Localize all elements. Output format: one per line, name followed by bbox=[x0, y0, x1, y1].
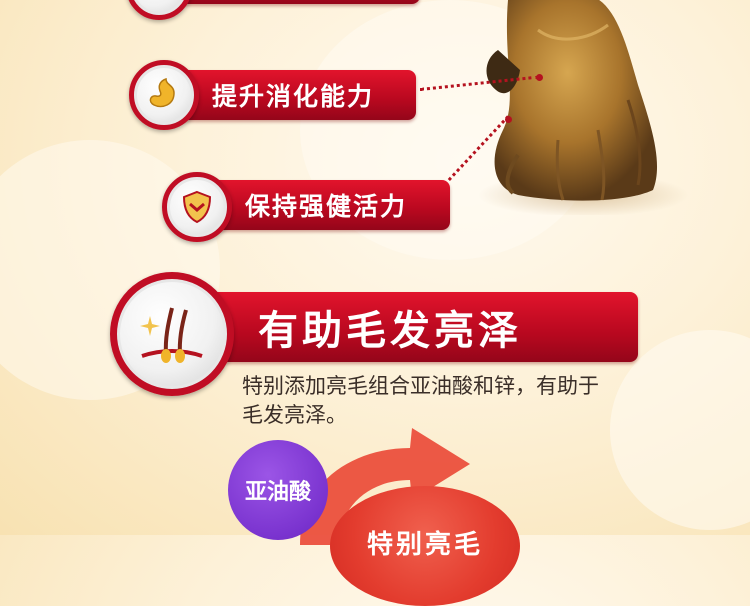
feature-description: 特别添加亮毛组合亚油酸和锌，有助于毛发亮泽。 bbox=[242, 375, 599, 427]
dog-illustration bbox=[478, 0, 688, 215]
top-partial-icon bbox=[126, 0, 192, 20]
feature-label: 有助毛发亮泽 bbox=[258, 308, 522, 354]
feature-banner-vitality: 保持强健活力 bbox=[205, 180, 450, 230]
pointer-dot bbox=[505, 116, 512, 123]
partial-badge-label: 特别亮毛 bbox=[366, 530, 483, 560]
ingredient-badge: 亚油酸 bbox=[228, 440, 328, 540]
feature-label: 提升消化能力 bbox=[212, 82, 375, 111]
feature-label: 保持强健活力 bbox=[245, 192, 408, 221]
pointer-dot bbox=[536, 74, 543, 81]
hair-follicle-icon bbox=[110, 272, 234, 396]
feature-banner-coat: 有助毛发亮泽 bbox=[180, 292, 638, 362]
shield-icon bbox=[162, 172, 232, 242]
ingredient-badge-label: 亚油酸 bbox=[244, 480, 311, 505]
feature-banner-digestion: 提升消化能力 bbox=[170, 70, 416, 120]
top-partial-banner bbox=[150, 0, 420, 4]
partial-badge-disc: 特别亮毛 bbox=[330, 486, 520, 606]
stomach-icon bbox=[129, 60, 199, 130]
